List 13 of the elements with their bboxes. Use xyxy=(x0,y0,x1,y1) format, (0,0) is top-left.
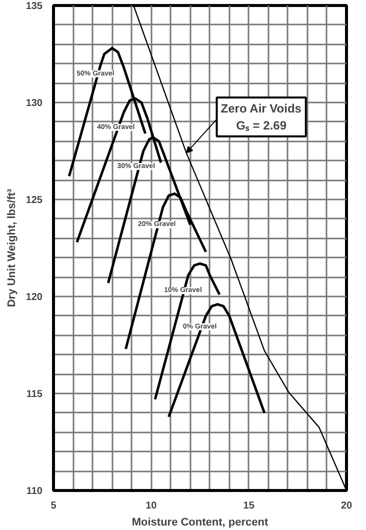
x-tick-label: 15 xyxy=(243,500,255,512)
x-axis-title: Moisture Content, percent xyxy=(132,516,268,528)
x-tick-label: 5 xyxy=(50,500,57,512)
x-tick-label: 10 xyxy=(146,500,158,512)
annotation: Zero Air Voids Gₛ = 2.69 xyxy=(220,102,302,132)
y-tick-label: 115 xyxy=(26,389,43,400)
y-tick-label: 120 xyxy=(26,292,43,303)
y-axis-title: Dry Unit Weight, lbs/ft³ xyxy=(6,188,18,308)
y-tick-label: 110 xyxy=(26,486,43,497)
y-tick-label: 130 xyxy=(26,98,43,109)
y-tick-label: 135 xyxy=(26,1,43,12)
x-tick-label: 20 xyxy=(340,500,352,512)
y-tick-label: 125 xyxy=(26,195,43,206)
